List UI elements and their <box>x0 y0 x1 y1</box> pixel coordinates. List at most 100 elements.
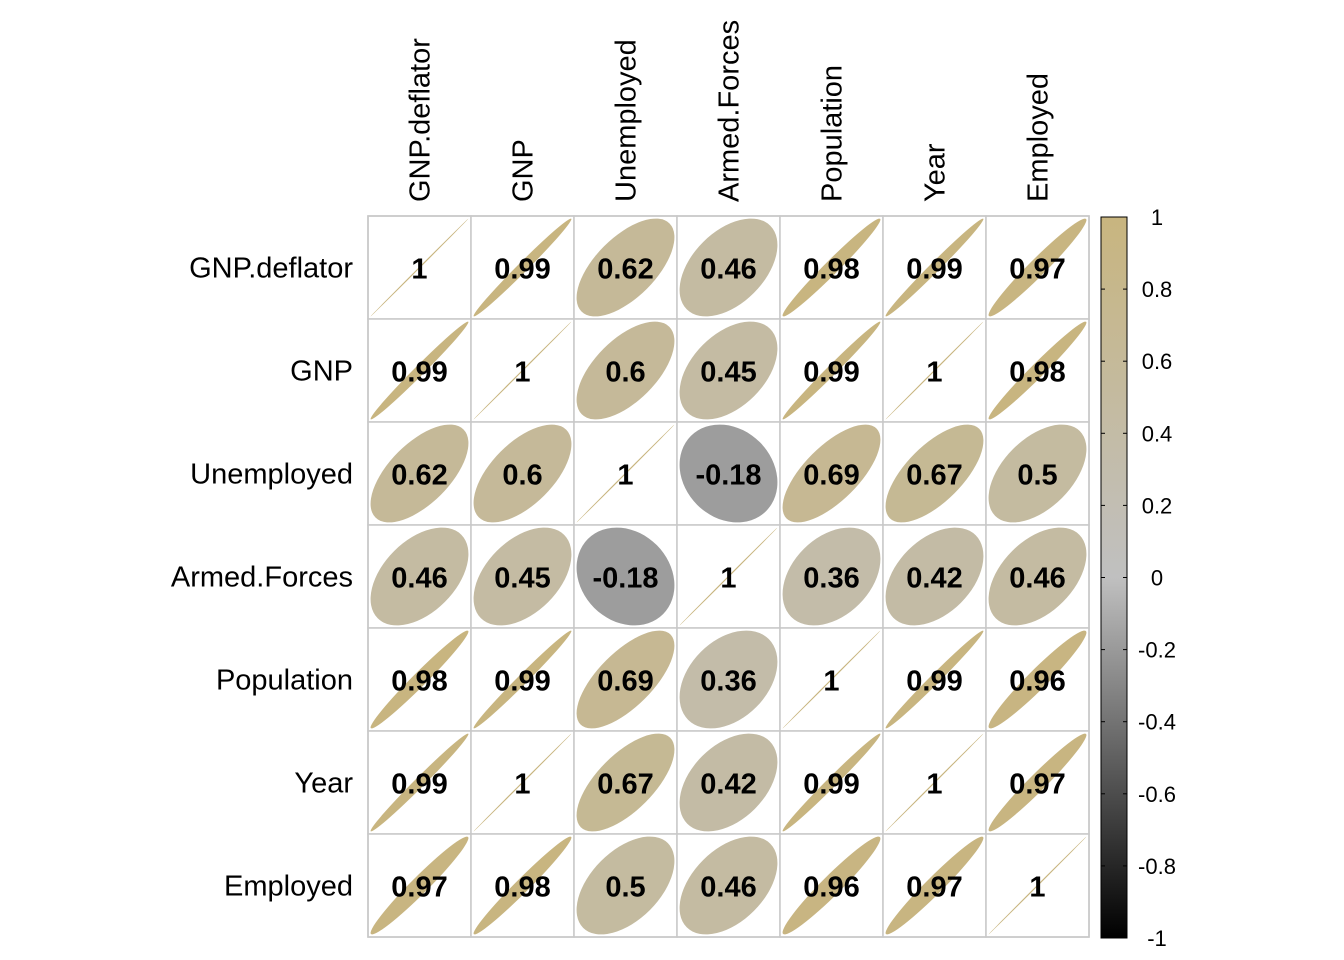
cell-Employed-GNP: 0.98 <box>470 833 575 938</box>
correlation-ellipse <box>679 424 778 523</box>
cell-Unemployed-GNP: 0.6 <box>470 421 575 526</box>
cell-GNP.deflator-Unemployed: 0.62 <box>573 215 678 320</box>
legend-tick-label: 0.4 <box>1142 421 1173 446</box>
cell-value-label: 1 <box>1029 872 1045 904</box>
cell-value-label: 1 <box>926 769 942 801</box>
cell-value-label: -0.18 <box>592 563 658 595</box>
cell-Armed.Forces-Year: 0.42 <box>882 524 987 629</box>
cell-GNP.deflator-GNP: 0.99 <box>470 215 575 320</box>
column-label-Unemployed: Unemployed <box>611 39 643 202</box>
cell-value-label: 0.46 <box>1009 563 1065 595</box>
cell-value-label: 0.67 <box>597 769 653 801</box>
correlation-ellipse <box>885 218 984 317</box>
row-label-Year: Year <box>294 768 353 800</box>
correlation-ellipse <box>782 321 881 420</box>
correlation-ellipse <box>473 733 572 832</box>
cell-Population-Year: 0.99 <box>882 627 987 732</box>
legend-tick-label: 0.8 <box>1142 277 1173 302</box>
cell-Year-GNP: 1 <box>470 730 575 835</box>
row-label-Employed: Employed <box>224 871 353 903</box>
cell-GNP.deflator-Armed.Forces: 0.46 <box>676 215 781 320</box>
correlation-ellipse <box>370 527 469 626</box>
cell-value-label: 0.69 <box>597 666 653 698</box>
column-label-GNP.deflator: GNP.deflator <box>405 38 437 202</box>
correlation-ellipse <box>782 836 881 935</box>
cell-GNP-Armed.Forces: 0.45 <box>676 318 781 423</box>
cell-value-label: 1 <box>514 357 530 389</box>
cell-Unemployed-Employed: 0.5 <box>985 421 1090 526</box>
cell-value-label: 0.98 <box>1009 357 1065 389</box>
legend-tick-label: 0 <box>1151 566 1163 591</box>
correlation-ellipse <box>370 218 469 317</box>
correlation-ellipse <box>988 218 1087 317</box>
cell-GNP-Unemployed: 0.6 <box>573 318 678 423</box>
cell-value-label: 0.98 <box>494 872 550 904</box>
correlation-ellipse <box>679 527 778 626</box>
correlation-ellipse <box>473 527 572 626</box>
row-label-Armed.Forces: Armed.Forces <box>171 562 353 594</box>
cell-Population-Unemployed: 0.69 <box>573 627 678 732</box>
correlation-ellipse <box>473 424 572 523</box>
cell-Employed-Population: 0.96 <box>779 833 884 938</box>
cell-value-label: 0.97 <box>906 872 962 904</box>
cell-Employed-Year: 0.97 <box>882 833 987 938</box>
correlation-ellipse <box>885 630 984 729</box>
correlation-ellipse <box>782 424 881 523</box>
cell-value-label: 0.46 <box>391 563 447 595</box>
cell-value-label: 0.36 <box>700 666 756 698</box>
correlation-ellipse <box>782 733 881 832</box>
correlation-ellipse <box>576 733 675 832</box>
correlation-ellipse <box>473 836 572 935</box>
cell-Employed-GNP.deflator: 0.97 <box>367 833 472 938</box>
cell-Year-Population: 0.99 <box>779 730 884 835</box>
legend-tick-label: 0.6 <box>1142 349 1173 374</box>
row-label-GNP: GNP <box>290 356 353 388</box>
cell-Employed-Armed.Forces: 0.46 <box>676 833 781 938</box>
correlation-ellipse <box>679 836 778 935</box>
cell-value-label: 1 <box>926 357 942 389</box>
cell-value-label: 0.69 <box>803 460 859 492</box>
correlation-ellipse <box>370 630 469 729</box>
cell-value-label: 0.96 <box>1009 666 1065 698</box>
cell-value-label: 0.97 <box>1009 769 1065 801</box>
cell-value-label: 0.99 <box>906 254 962 286</box>
cell-value-label: 0.6 <box>502 460 542 492</box>
cell-Unemployed-Unemployed: 1 <box>573 421 678 526</box>
cell-GNP-GNP: 1 <box>470 318 575 423</box>
row-labels: GNP.deflator GNP Unemployed Armed.Forces Pop… <box>171 253 353 903</box>
legend-tick-label: 0.2 <box>1142 493 1173 518</box>
correlation-ellipse <box>885 733 984 832</box>
correlation-ellipse <box>576 527 675 626</box>
cell-Employed-Unemployed: 0.5 <box>573 833 678 938</box>
correlation-ellipse <box>782 527 881 626</box>
correlation-ellipse <box>679 218 778 317</box>
cell-Armed.Forces-Population: 0.36 <box>779 524 884 629</box>
correlation-ellipse <box>370 733 469 832</box>
cell-Armed.Forces-Unemployed: -0.18 <box>573 524 678 629</box>
cell-Armed.Forces-GNP: 0.45 <box>470 524 575 629</box>
correlation-ellipse <box>885 321 984 420</box>
correlation-ellipse <box>988 630 1087 729</box>
cell-value-label: 0.98 <box>391 666 447 698</box>
legend-tick-label: -0.8 <box>1138 854 1176 879</box>
cell-value-label: 1 <box>514 769 530 801</box>
cell-value-label: 0.97 <box>1009 254 1065 286</box>
correlation-ellipse <box>576 321 675 420</box>
cell-Unemployed-Population: 0.69 <box>779 421 884 526</box>
cell-value-label: 1 <box>720 563 736 595</box>
column-label-Armed.Forces: Armed.Forces <box>714 20 746 202</box>
correlation-ellipse <box>370 321 469 420</box>
cell-value-label: 0.62 <box>391 460 447 492</box>
cell-value-label: 0.96 <box>803 872 859 904</box>
cell-value-label: 1 <box>411 254 427 286</box>
cell-GNP.deflator-Year: 0.99 <box>882 215 987 320</box>
cell-value-label: 0.5 <box>605 872 645 904</box>
cell-value-label: 0.6 <box>605 357 645 389</box>
correlation-ellipse <box>988 733 1087 832</box>
row-label-GNP.deflator: GNP.deflator <box>189 253 353 285</box>
matrix-border <box>367 215 1090 938</box>
correlation-ellipse <box>988 527 1087 626</box>
column-labels: GNP.deflator GNP Unemployed Armed.Forces Pop… <box>405 20 1055 202</box>
cell-GNP-Population: 0.99 <box>779 318 884 423</box>
